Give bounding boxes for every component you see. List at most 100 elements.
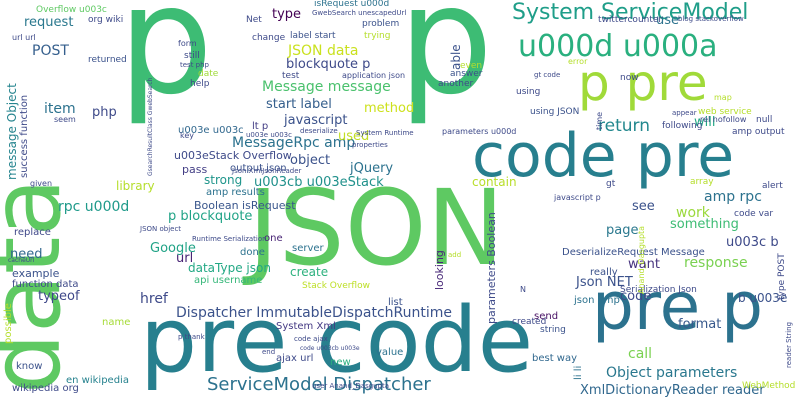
- word: library: [116, 179, 155, 193]
- word: using JSON: [530, 107, 580, 117]
- word: typeof: [38, 289, 80, 304]
- word: JSON object: [140, 225, 182, 233]
- word: use: [656, 13, 680, 28]
- word: test: [282, 71, 300, 81]
- word: using: [516, 87, 541, 97]
- word: used: [338, 129, 370, 144]
- word: gt: [606, 179, 616, 189]
- word: blockquote p: [286, 57, 371, 72]
- word: p thank: [178, 333, 205, 341]
- word: one: [264, 233, 283, 244]
- word: add: [448, 251, 462, 259]
- word: date: [198, 69, 219, 79]
- word: code u003cb u003e: [300, 345, 360, 352]
- word: code ajax: [294, 335, 328, 343]
- word: type POST: [777, 253, 787, 300]
- word: u003cb u003eStack: [254, 175, 384, 190]
- word: error: [568, 57, 588, 66]
- word: url: [176, 251, 194, 266]
- word: web service: [698, 107, 752, 117]
- word: cacheUrl: [8, 257, 35, 264]
- word: appear: [672, 109, 697, 117]
- word: u003e u003c: [178, 125, 244, 136]
- word: answer: [450, 69, 483, 79]
- word: MessageRpc amp: [232, 135, 356, 151]
- word: code var: [734, 209, 774, 219]
- word: format: [678, 317, 722, 332]
- word: created: [512, 317, 547, 327]
- word: POST: [32, 43, 69, 59]
- word: org wiki: [88, 15, 124, 25]
- word: best way: [532, 353, 578, 364]
- word: JSON data: [288, 43, 359, 59]
- word: rpc u000d: [58, 199, 130, 215]
- word: rel nofollow: [700, 115, 747, 124]
- word: JSON: [248, 167, 505, 289]
- word: System ServiceModel: [512, 0, 749, 25]
- word: wikipedia org: [12, 383, 79, 394]
- word: Json XmlJsonReader: [232, 167, 302, 175]
- word: message Object: [5, 83, 19, 180]
- word: Overflow u003c: [36, 5, 107, 15]
- word: contain: [472, 175, 517, 189]
- word: WebMethod: [742, 381, 796, 391]
- word: form: [178, 39, 197, 48]
- word: amp rpc: [704, 189, 762, 205]
- word: p: [398, 0, 494, 128]
- word: value: [376, 347, 404, 358]
- word: application json: [342, 71, 406, 80]
- word: isRequest u000d: [314, 0, 390, 9]
- word: GwebSearch unescapedUrl: [312, 9, 407, 17]
- word: will: [694, 115, 716, 130]
- word: return: [598, 116, 650, 136]
- word: done: [240, 247, 265, 258]
- word: Boolean isRequest: [194, 199, 296, 212]
- word: System Runtime: [356, 129, 414, 137]
- word: System Xml: [276, 321, 336, 332]
- word: success function: [19, 94, 30, 178]
- word: reader String: [785, 321, 793, 368]
- word: Runtime Serialization: [192, 235, 267, 243]
- word: list: [388, 297, 403, 308]
- word: seem: [54, 115, 76, 124]
- word: want: [628, 257, 660, 272]
- word: alert: [762, 181, 783, 191]
- word: change: [252, 33, 286, 43]
- word: call: [628, 346, 653, 362]
- word: Stack Overflow: [302, 281, 370, 291]
- word: need: [10, 247, 43, 262]
- word: DeserializeRequest Message: [562, 247, 705, 258]
- word: javascript p: [554, 193, 601, 202]
- word: even: [460, 61, 483, 71]
- word: page: [606, 223, 639, 238]
- word: ajax url: [276, 353, 314, 364]
- word: ServiceModel Dispatcher: [207, 374, 431, 395]
- word: Object parameters: [606, 365, 738, 381]
- word: type: [272, 7, 302, 22]
- word: XmlDictionaryReader reader: [580, 383, 765, 398]
- word: request: [24, 15, 74, 30]
- word: still: [184, 51, 200, 61]
- word: output json: [230, 163, 287, 174]
- word: really: [590, 267, 618, 278]
- word: p blockquote: [168, 209, 253, 224]
- word: gt code: [534, 71, 561, 79]
- word: pass: [182, 163, 208, 176]
- word: u003e u003c: [246, 131, 292, 139]
- word: strong: [204, 173, 243, 187]
- word: Anand_Dasgupta: [637, 225, 646, 294]
- word: url url: [12, 33, 36, 42]
- word: api username: [194, 275, 263, 286]
- word: server: [292, 243, 324, 254]
- word: key: [180, 131, 195, 140]
- word: array: [690, 177, 714, 187]
- word: following: [662, 121, 703, 131]
- word: li li: [573, 365, 584, 380]
- word: looking: [433, 250, 446, 290]
- word: trying: [364, 31, 391, 41]
- word: create: [290, 265, 329, 279]
- word: Message message: [262, 79, 391, 95]
- word: string: [540, 325, 566, 335]
- word: test php: [180, 61, 209, 69]
